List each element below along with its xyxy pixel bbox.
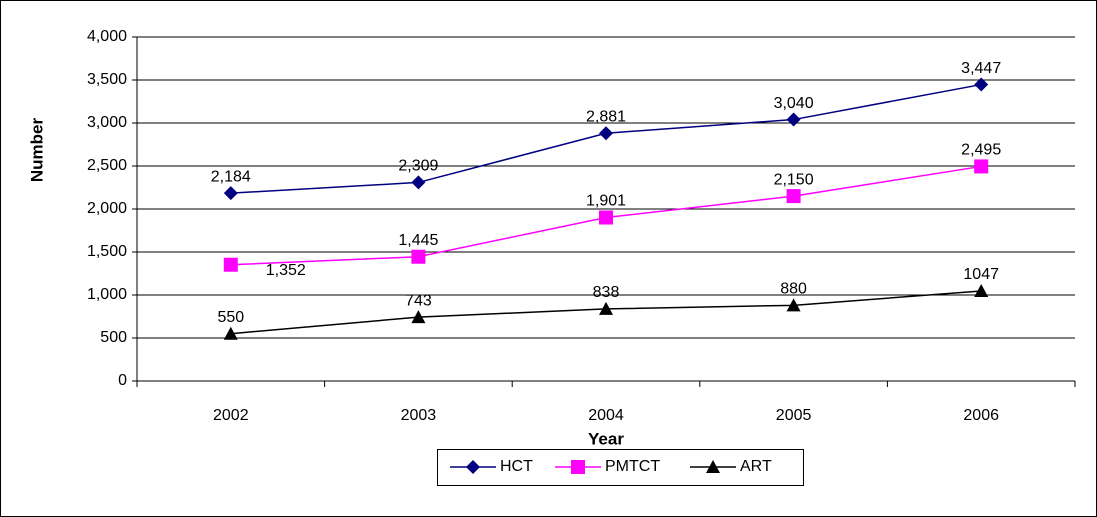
marker: [974, 283, 989, 297]
marker: [786, 298, 801, 312]
y-axis-title: Number: [27, 118, 46, 183]
y-tick-label: 1,500: [87, 243, 127, 260]
data-label: 3,040: [774, 95, 814, 112]
x-tick-label: 2004: [588, 407, 624, 424]
y-tick-label: 1,000: [87, 286, 127, 303]
marker: [223, 186, 238, 201]
marker: [411, 310, 426, 324]
x-tick-label: 2003: [401, 407, 437, 424]
data-label: 2,184: [211, 168, 251, 185]
y-tick-label: 0: [118, 372, 127, 389]
data-label: 1047: [963, 266, 999, 283]
data-label: 743: [405, 292, 432, 309]
data-label: 2,309: [398, 158, 438, 175]
y-tick-label: 4,000: [87, 28, 127, 45]
x-tick-label: 2005: [776, 407, 812, 424]
data-label: 838: [593, 284, 620, 301]
marker: [706, 460, 720, 473]
legend-label: ART: [740, 458, 772, 475]
legend-box: [437, 449, 804, 486]
data-label: 1,901: [586, 193, 626, 210]
x-tick-label: 2002: [213, 407, 249, 424]
y-tick-label: 3,000: [87, 114, 127, 131]
data-label: 1,352: [266, 262, 306, 279]
data-label: 880: [780, 281, 807, 298]
marker: [223, 326, 238, 340]
legend-label: PMTCT: [605, 458, 660, 475]
data-label: 3,447: [961, 60, 1001, 77]
marker: [974, 159, 989, 174]
data-label: 2,881: [586, 108, 626, 125]
marker: [599, 126, 613, 141]
y-tick-label: 3,500: [87, 71, 127, 88]
marker: [974, 77, 989, 92]
y-tick-label: 2,000: [87, 200, 127, 217]
marker: [223, 257, 238, 272]
marker: [786, 189, 801, 204]
marker: [599, 301, 613, 315]
legend-label: HCT: [500, 458, 533, 475]
marker: [786, 112, 801, 127]
data-label: 2,150: [774, 171, 814, 188]
data-label: 1,445: [398, 232, 438, 249]
marker: [411, 249, 426, 264]
y-tick-label: 2,500: [87, 157, 127, 174]
marker: [466, 460, 480, 474]
marker: [599, 210, 613, 225]
marker: [411, 175, 426, 190]
x-tick-label: 2006: [963, 407, 999, 424]
data-label: 550: [217, 309, 244, 326]
data-label: 2,495: [961, 142, 1001, 159]
marker: [571, 460, 585, 474]
y-tick-label: 500: [100, 329, 127, 346]
x-axis-title: Year: [588, 429, 624, 448]
